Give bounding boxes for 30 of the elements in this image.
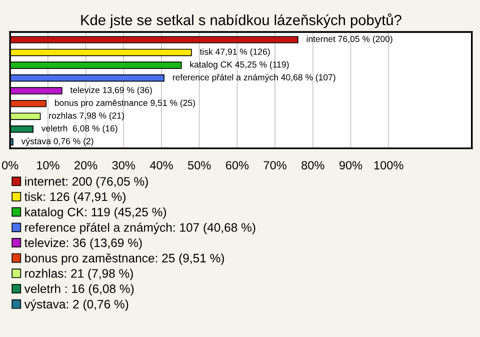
legend-label: tisk: 126 (47,91 %)	[24, 192, 126, 204]
data-label: veletrh 6,08 % (16)	[41, 125, 118, 134]
data-label: rozhlas 7,98 % (21)	[49, 112, 124, 120]
legend-label: veletrh : 16 (6,08 %)	[24, 284, 134, 296]
data-label: tisk 47,91 % (126)	[200, 48, 270, 57]
data-label: katalog CK 45,25 % (119)	[190, 61, 289, 70]
data-label: výstava 0,76 % (2)	[21, 138, 94, 146]
data-label: reference přátel a známých 40,68 % (107)	[172, 74, 336, 82]
data-label: bonus pro zaměstnance 9,51 % (25)	[54, 99, 195, 108]
legend-label: rozhlas: 21 (7,98 %)	[25, 268, 133, 280]
x-tick-label: 90%	[339, 161, 362, 170]
x-tick-label: 20%	[74, 161, 98, 170]
chart-title: Kde jste se setkal s nabídkou lázeňských pobytů?	[81, 13, 402, 28]
x-tick-label: 0%	[2, 161, 18, 170]
x-tick-label: 70%	[264, 161, 286, 170]
x-tick-label: 80%	[302, 161, 324, 170]
x-tick-label: 60%	[226, 161, 249, 170]
legend-label: výstava: 2 (0,76 %)	[24, 299, 128, 311]
legend-label: televize: 36 (13,69 %)	[24, 238, 142, 250]
legend-label: internet: 200 (76,05 %)	[25, 176, 148, 188]
data-label: televize 13,69 % (36)	[70, 86, 152, 95]
data-label: internet 76,05 % (200)	[306, 36, 392, 44]
x-tick-label: 100%	[374, 161, 404, 170]
legend-label: katalog CK: 119 (45,25 %)	[25, 207, 166, 219]
legend-label: bonus pro zaměstnance: 25 (9,51 %)	[25, 253, 224, 265]
x-tick-label: 30%	[112, 161, 136, 170]
x-tick-label: 40%	[150, 161, 173, 170]
legend-label: reference přátel a známých: 107 (40,68 %)	[25, 222, 256, 234]
x-tick-label: 10%	[37, 161, 60, 170]
x-tick-label: 50%	[188, 161, 211, 170]
